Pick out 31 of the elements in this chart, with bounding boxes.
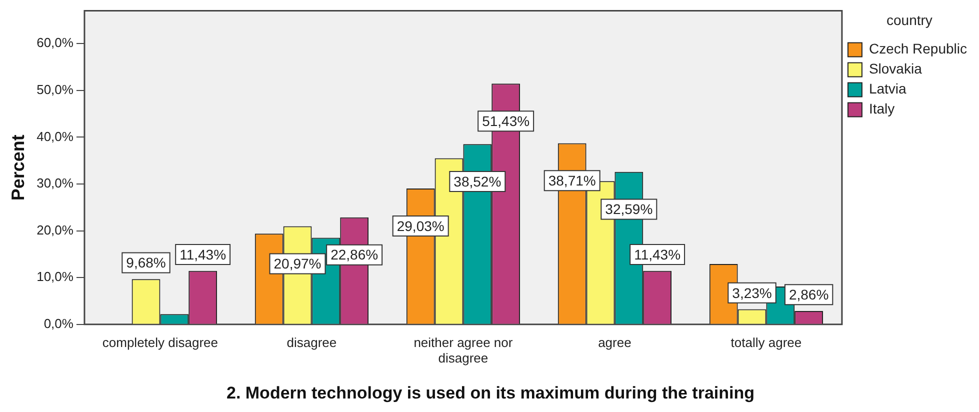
legend-label: Latvia: [868, 80, 907, 97]
legend-label: Italy: [868, 100, 895, 117]
y-axis-title: Percent: [8, 134, 28, 201]
data-label: 32,59%: [605, 201, 653, 218]
y-tick-label: 20,0%: [36, 222, 74, 238]
data-label: 22,86%: [330, 246, 378, 263]
y-tick-label: 40,0%: [36, 128, 74, 144]
data-label: 3,23%: [732, 284, 772, 301]
x-tick-label: neither agree nor disagree: [414, 334, 514, 366]
data-label: 11,43%: [634, 246, 681, 262]
data-label: 9,68%: [126, 254, 166, 271]
data-label: 11,43%: [180, 246, 226, 262]
data-label: 51,43%: [482, 112, 530, 129]
y-tick-label: 60,0%: [36, 35, 74, 50]
y-tick-label: 50,0%: [36, 82, 74, 97]
y-tick-label: 30,0%: [36, 176, 74, 191]
x-tick-label: totally agree: [730, 334, 802, 350]
legend-label: Slovakia: [868, 60, 922, 77]
x-tick-label: disagree: [286, 334, 337, 350]
data-label: 29,03%: [396, 218, 444, 234]
legend-title: country: [886, 12, 932, 28]
data-label: 2,86%: [788, 286, 829, 302]
legend-label: Czech Republic: [868, 40, 968, 57]
y-tick-label: 10,0%: [36, 269, 74, 284]
x-tick-label: agree: [598, 334, 632, 350]
x-tick-label: completely disagree: [102, 334, 218, 350]
data-label: 38,71%: [548, 172, 596, 189]
y-tick-label: 0,0%: [44, 316, 74, 331]
text: 2. Modern technology is used on its maximum during the training: [226, 383, 754, 402]
data-label: 20,97%: [274, 256, 322, 272]
data-label: 38,52%: [454, 173, 502, 190]
